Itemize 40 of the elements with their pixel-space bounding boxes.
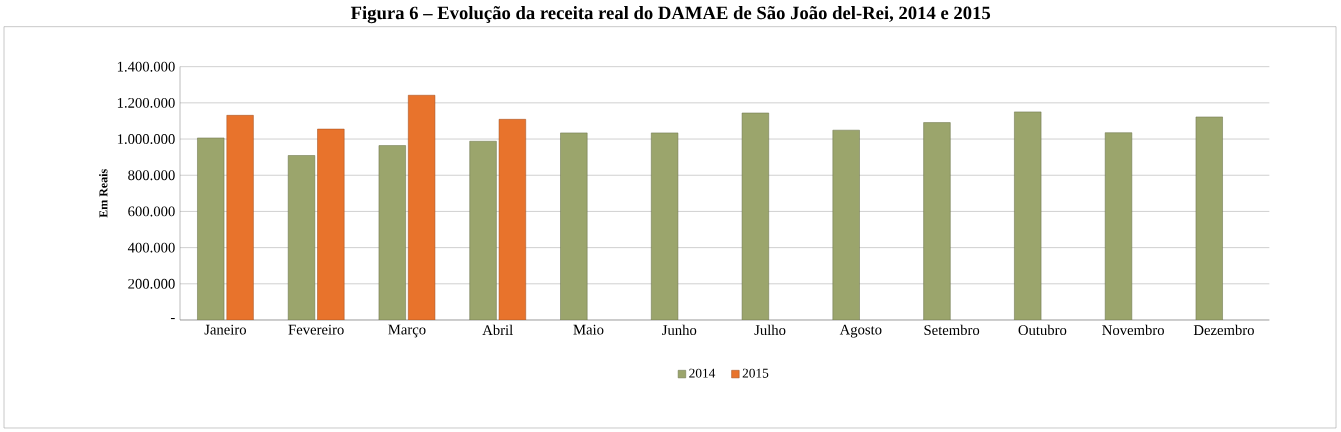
legend-label: 2014 (689, 368, 716, 378)
x-tick-label: Janeiro (204, 324, 247, 335)
x-tick-label: Setembro (924, 324, 980, 336)
bar (651, 132, 679, 320)
x-tick-label: Dezembro (1193, 324, 1254, 336)
bar (923, 122, 951, 320)
bar (469, 140, 497, 320)
x-tick-label: Junho (662, 324, 697, 336)
y-tick-label: 1.000.000 (117, 134, 175, 145)
bar (832, 129, 860, 320)
x-tick-label: Novembro (1102, 324, 1164, 336)
bar (317, 128, 345, 320)
bar (1014, 111, 1042, 320)
x-tick-label: Julho (754, 324, 786, 336)
y-tick-label: 600.000 (128, 206, 175, 217)
bar (197, 137, 225, 320)
y-tick-label: 400.000 (127, 242, 175, 253)
y-tick-label: - (170, 318, 175, 320)
bar (287, 155, 316, 320)
y-tick-label: 200.000 (128, 278, 175, 289)
bar (1195, 116, 1223, 320)
y-tick-label: 800.000 (128, 170, 175, 181)
x-tick-label: Outubro (1018, 324, 1067, 336)
bar (1104, 132, 1133, 320)
x-tick-label: Abril (482, 324, 513, 336)
legend-label: 2015 (742, 368, 769, 378)
x-tick-label: Maio (573, 324, 604, 335)
bar (408, 94, 436, 320)
bar (498, 119, 526, 320)
bar (378, 145, 406, 320)
x-tick-label: Fevereiro (288, 324, 344, 335)
bar (226, 115, 254, 320)
x-tick-label: Agosto (839, 324, 882, 338)
y-axis-title: Em Reais (99, 169, 108, 218)
bar (741, 112, 769, 320)
chart-title: Figura 6 – Evolução da receita real do DAMAE de São João del-Rei, 2014 e 2015 (350, 6, 991, 24)
x-tick-label: Março (388, 324, 426, 338)
y-tick-label: 1.400.000 (117, 61, 175, 72)
y-tick-label: 1.200.000 (117, 97, 175, 108)
bar (560, 132, 588, 320)
